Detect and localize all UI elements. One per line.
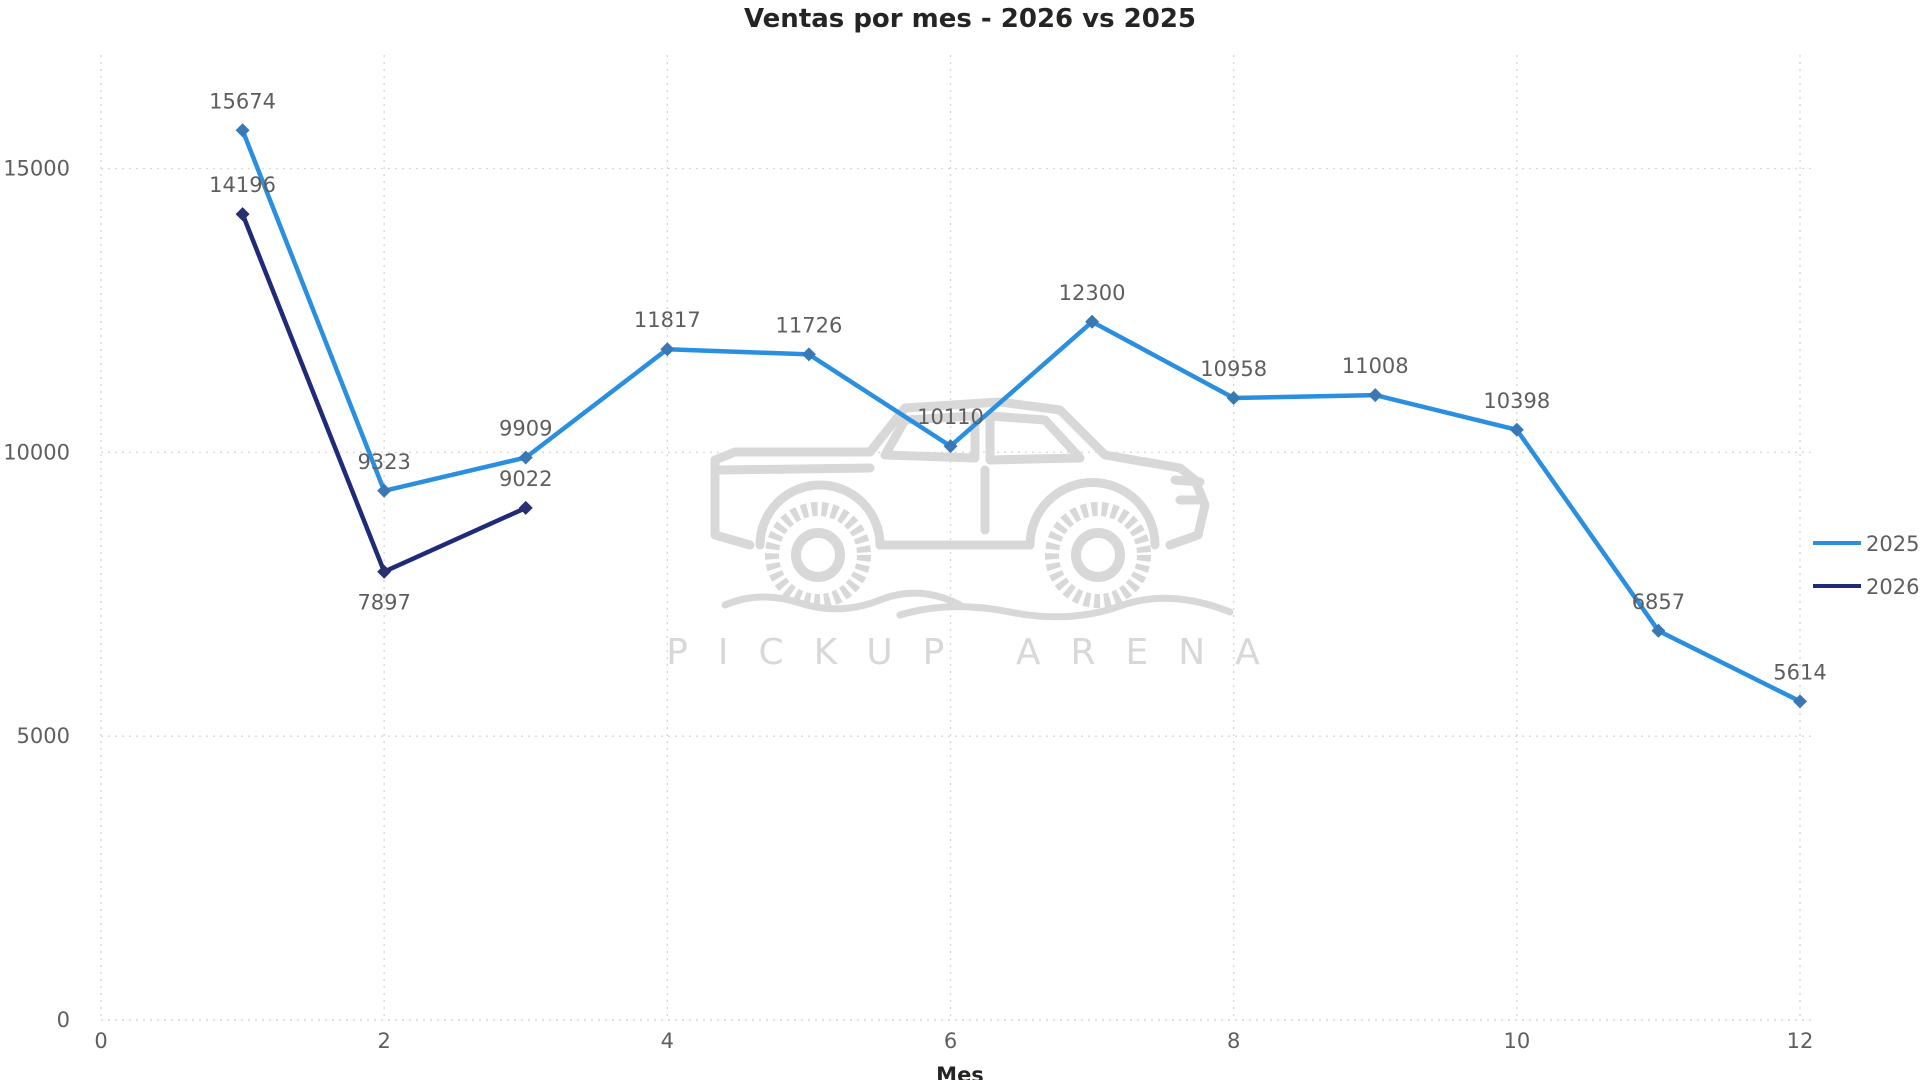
legend: 2025 2026 [1813, 532, 1919, 599]
grid [100, 55, 1815, 1021]
data-label: 11008 [1342, 354, 1409, 378]
watermark: PICKUP ARENA [666, 397, 1290, 673]
data-label: 14196 [209, 173, 276, 197]
data-label: 9323 [357, 450, 410, 474]
wheel-icon [765, 502, 1151, 608]
data-label: 10110 [917, 405, 984, 429]
series-line-2025[interactable] [240, 128, 1803, 704]
y-tick-label: 10000 [3, 440, 70, 464]
data-point-2025[interactable] [518, 450, 533, 465]
legend-label-2025[interactable]: 2025 [1866, 532, 1919, 556]
data-point-2025[interactable] [1085, 314, 1100, 329]
x-tick-label: 2 [377, 1029, 390, 1053]
data-label: 6857 [1632, 590, 1685, 614]
data-point-2026[interactable] [377, 564, 392, 579]
series-layer [235, 123, 1807, 709]
data-point-2025[interactable] [235, 123, 250, 138]
data-point-2025[interactable] [377, 483, 392, 498]
data-label: 5614 [1773, 660, 1826, 684]
data-point-2025[interactable] [1368, 388, 1383, 403]
data-point-2025[interactable] [1509, 422, 1524, 437]
y-tick-label: 0 [57, 1008, 70, 1032]
data-point-2025[interactable] [1793, 694, 1807, 709]
data-point-2025[interactable] [943, 439, 958, 454]
chart-title: Ventas por mes - 2026 vs 2025 [744, 4, 1196, 34]
y-tick-label: 5000 [17, 724, 70, 748]
x-tick-label: 10 [1503, 1029, 1530, 1053]
x-tick-label: 12 [1787, 1029, 1814, 1053]
data-label: 12300 [1059, 281, 1126, 305]
data-label: 9909 [499, 417, 552, 441]
data-point-2025[interactable] [1651, 623, 1666, 638]
x-tick-label: 0 [94, 1029, 107, 1053]
x-axis-title: Mes [936, 1063, 984, 1080]
data-point-2026[interactable] [235, 207, 250, 222]
watermark-text: PICKUP ARENA [666, 632, 1290, 673]
terrain-icon [721, 589, 1234, 621]
x-tick-label: 8 [1227, 1029, 1240, 1053]
data-point-2025[interactable] [801, 347, 816, 362]
data-point-2026[interactable] [518, 500, 533, 515]
data-label: 7897 [357, 591, 410, 615]
data-label: 11726 [776, 313, 843, 337]
axes: 0 5000 10000 15000 0 2 4 6 8 10 12 [3, 157, 1813, 1053]
pickup-truck-icon [710, 397, 1210, 550]
x-tick-label: 4 [661, 1029, 674, 1053]
data-labels: 15674 9323 9909 11817 11726 10110 12300 10958 11… [209, 89, 1827, 684]
data-label: 15674 [209, 89, 276, 113]
y-tick-label: 15000 [3, 157, 70, 181]
data-point-2025[interactable] [660, 342, 675, 357]
data-label: 10398 [1483, 389, 1550, 413]
x-tick-label: 6 [944, 1029, 957, 1053]
legend-label-2026[interactable]: 2026 [1866, 575, 1919, 599]
data-label: 9022 [499, 467, 552, 491]
data-label: 11817 [634, 308, 701, 332]
data-point-2025[interactable] [1226, 390, 1241, 405]
data-label: 10958 [1200, 357, 1267, 381]
